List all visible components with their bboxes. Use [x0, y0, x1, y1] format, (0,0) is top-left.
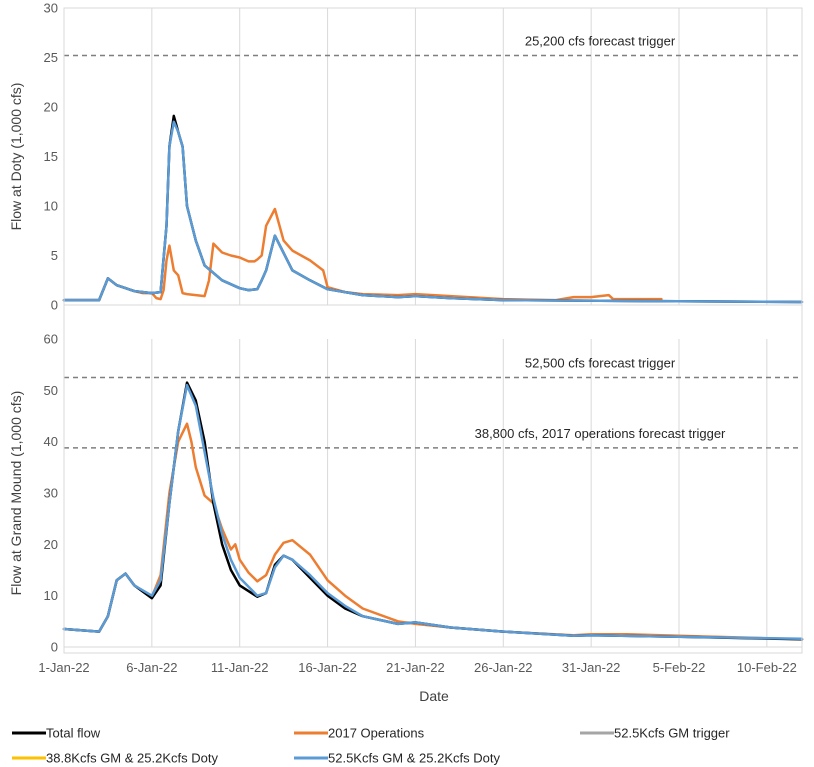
series-line-52-5kcfs-gm-25-2kcfs-doty [62, 120, 804, 304]
legend-label: 52.5Kcfs GM & 25.2Kcfs Doty [328, 751, 500, 766]
legend-label: Total flow [46, 726, 101, 741]
x-tick-label: 26-Jan-22 [474, 660, 533, 675]
legend-label: 38.8Kcfs GM & 25.2Kcfs Doty [46, 751, 218, 766]
reference-label: 52,500 cfs forecast trigger [525, 356, 676, 371]
y-tick-label: 25 [44, 50, 58, 65]
y-tick-label: 15 [44, 149, 58, 164]
legend-item-52-5kcfs-gm-25-2kcfs-doty: 52.5Kcfs GM & 25.2Kcfs Doty [294, 751, 500, 766]
series-line-2017-operations [62, 207, 663, 302]
x-tick-label: 31-Jan-22 [562, 660, 621, 675]
legend-item-2017-operations: 2017 Operations [294, 726, 425, 741]
y-tick-label: 20 [44, 537, 58, 552]
legend-label: 52.5Kcfs GM trigger [614, 726, 730, 741]
x-tick-label: 11-Jan-22 [211, 660, 269, 675]
y-tick-label: 50 [44, 383, 58, 398]
plot-frame [63, 7, 803, 654]
legend-item-52-5kcfs-gm-trigger: 52.5Kcfs GM trigger [580, 726, 730, 741]
y-tick-label: 0 [51, 640, 58, 655]
legend-label: 2017 Operations [328, 726, 425, 741]
y-tick-label: 30 [44, 1, 58, 16]
y-axis-title: Flow at Doty (1,000 cfs) [8, 83, 24, 231]
y-axis-title: Flow at Grand Mound (1,000 cfs) [8, 391, 24, 596]
y-tick-label: 5 [51, 248, 58, 263]
x-tick-label: 1-Jan-22 [38, 660, 89, 675]
series-line-52-5kcfs-gm-25-2kcfs-doty [62, 383, 804, 641]
x-tick-label: 21-Jan-22 [386, 660, 445, 675]
x-axis-title: Date [419, 688, 449, 704]
legend-item-total-flow: Total flow [12, 726, 101, 741]
doty-panel: 0 5 10 15 20 25 30 Flow at Doty (1,000 cfs) 25,2… [8, 1, 804, 313]
y-tick-label: 40 [44, 434, 58, 449]
x-tick-label: 10-Feb-22 [737, 660, 797, 675]
legend: Total flow 2017 Operations 52.5Kcfs GM tri… [12, 726, 730, 766]
grand-mound-panel: 0 10 20 30 40 50 60 Flow at Grand Mound (1,000 … [8, 332, 804, 655]
x-tick-label: 6-Jan-22 [126, 660, 177, 675]
y-tick-label: 20 [44, 100, 58, 115]
series-line-total-flow [62, 114, 804, 304]
series-line-total-flow [62, 381, 804, 641]
y-tick-label: 10 [44, 199, 58, 214]
legend-item-38-8kcfs-gm-25-2kcfs-doty: 38.8Kcfs GM & 25.2Kcfs Doty [12, 751, 218, 766]
reference-label: 25,200 cfs forecast trigger [525, 34, 676, 49]
reference-label: 38,800 cfs, 2017 operations forecast tri… [475, 426, 726, 441]
y-tick-label: 30 [44, 486, 58, 501]
y-tick-label: 10 [44, 588, 58, 603]
y-tick-label: 0 [51, 298, 58, 313]
x-axis: 1-Jan-22 6-Jan-22 11-Jan-22 16-Jan-22 21-Jan… [38, 7, 803, 675]
x-tick-label: 16-Jan-22 [298, 660, 357, 675]
y-tick-label: 60 [44, 332, 58, 347]
x-tick-label: 5-Feb-22 [653, 660, 706, 675]
